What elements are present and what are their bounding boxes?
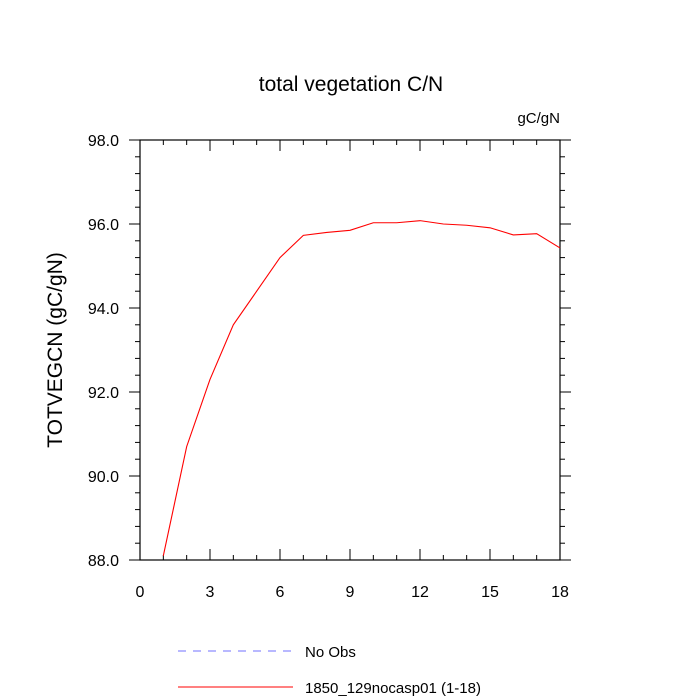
y-tick-label: 96.0 (88, 217, 119, 234)
x-tick-label: 18 (551, 584, 569, 601)
y-tick-label: 94.0 (88, 301, 119, 318)
units-label: gC/gN (517, 110, 560, 127)
y-axis-label: TOTVEGCN (gC/gN) (44, 252, 67, 448)
x-tick-label: 9 (346, 584, 355, 601)
y-tick-label: 92.0 (88, 385, 119, 402)
y-tick-label: 88.0 (88, 553, 119, 570)
axis-ticks (129, 139, 571, 561)
plot-area (139, 139, 561, 561)
legend-label: No Obs (305, 644, 356, 661)
x-tick-label: 0 (136, 584, 145, 601)
series-line (162, 220, 561, 556)
y-tick-label: 98.0 (88, 133, 119, 150)
x-tick-label: 3 (206, 584, 215, 601)
chart-title: total vegetation C/N (259, 73, 443, 96)
plot-frame (139, 139, 561, 561)
x-tick-label: 15 (481, 584, 499, 601)
y-tick-label: 90.0 (88, 469, 119, 486)
legend-label: 1850_129nocasp01 (1-18) (305, 680, 481, 697)
legend: No Obs 1850_129nocasp01 (1-18) (178, 644, 481, 697)
series-lines (162, 220, 561, 556)
x-tick-label: 12 (411, 584, 429, 601)
tick-labels: 0 3 6 9 12 15 18 88.0 90.0 92.0 94.0 96.0 98.0 (88, 133, 569, 601)
x-tick-label: 6 (276, 584, 285, 601)
